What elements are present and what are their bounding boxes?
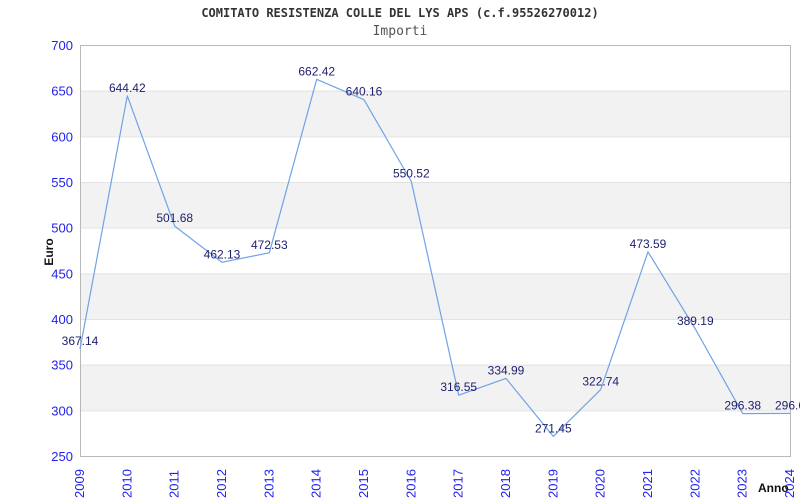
x-tick-label: 2010 xyxy=(119,469,134,498)
data-point-label: 640.16 xyxy=(346,85,383,99)
plot-band xyxy=(80,182,790,228)
x-tick-label: 2016 xyxy=(403,469,418,498)
plot-band xyxy=(80,364,790,411)
data-point-label: 296.38 xyxy=(724,399,761,413)
data-point-label: 662.42 xyxy=(298,64,335,78)
chart-title: COMITATO RESISTENZA COLLE DEL LYS APS (c… xyxy=(201,6,599,20)
x-tick-label: 2018 xyxy=(498,469,513,498)
data-point-label: 367.14 xyxy=(62,334,99,348)
chart-subtitle: Importi xyxy=(372,24,428,39)
x-axis-title: Anno xyxy=(758,481,789,495)
data-point-label: 501.68 xyxy=(156,211,193,225)
x-tick-label: 2014 xyxy=(309,469,324,498)
y-tick-label: 600 xyxy=(51,129,73,144)
x-tick-label: 2024 xyxy=(782,469,797,498)
data-point-label: 296.6 xyxy=(775,398,800,412)
x-tick-label: 2015 xyxy=(356,469,371,498)
data-point-label: 644.42 xyxy=(109,81,146,95)
y-tick-label: 700 xyxy=(51,38,73,53)
data-line xyxy=(79,78,791,437)
data-point-label: 389.19 xyxy=(677,314,714,328)
x-tick-label: 2011 xyxy=(167,470,182,498)
plot-band xyxy=(80,90,790,137)
y-tick-label: 300 xyxy=(51,403,73,418)
y-tick-label: 250 xyxy=(51,449,73,464)
data-point-label: 316.55 xyxy=(440,380,477,394)
y-axis-title: Euro xyxy=(42,238,56,266)
data-point-label: 473.59 xyxy=(630,237,667,251)
y-tick-label: 550 xyxy=(51,175,73,190)
x-tick-label: 2013 xyxy=(261,469,276,498)
y-tick-label: 400 xyxy=(51,312,73,327)
data-point-label: 271.45 xyxy=(535,421,572,435)
y-tick-label: 450 xyxy=(51,266,73,281)
y-tick-label: 500 xyxy=(51,221,73,236)
x-tick-label: 2012 xyxy=(214,469,229,498)
x-tick-label: 2009 xyxy=(72,469,87,498)
plot-band xyxy=(80,273,790,319)
data-point-label: 462.13 xyxy=(204,247,241,261)
x-tick-label: 2020 xyxy=(593,469,608,498)
plot-border xyxy=(80,45,791,457)
x-tick-label: 2023 xyxy=(735,469,750,498)
x-tick-label: 2019 xyxy=(545,469,560,498)
data-point-label: 322.74 xyxy=(582,375,619,389)
x-tick-label: 2021 xyxy=(640,469,655,498)
y-tick-label: 350 xyxy=(51,358,73,373)
x-tick-label: 2017 xyxy=(451,469,466,498)
x-tick-label: 2022 xyxy=(687,469,702,498)
data-point-label: 550.52 xyxy=(393,167,430,181)
data-point-label: 334.99 xyxy=(488,363,525,377)
y-tick-label: 650 xyxy=(51,84,73,99)
data-point-label: 472.53 xyxy=(251,238,288,252)
